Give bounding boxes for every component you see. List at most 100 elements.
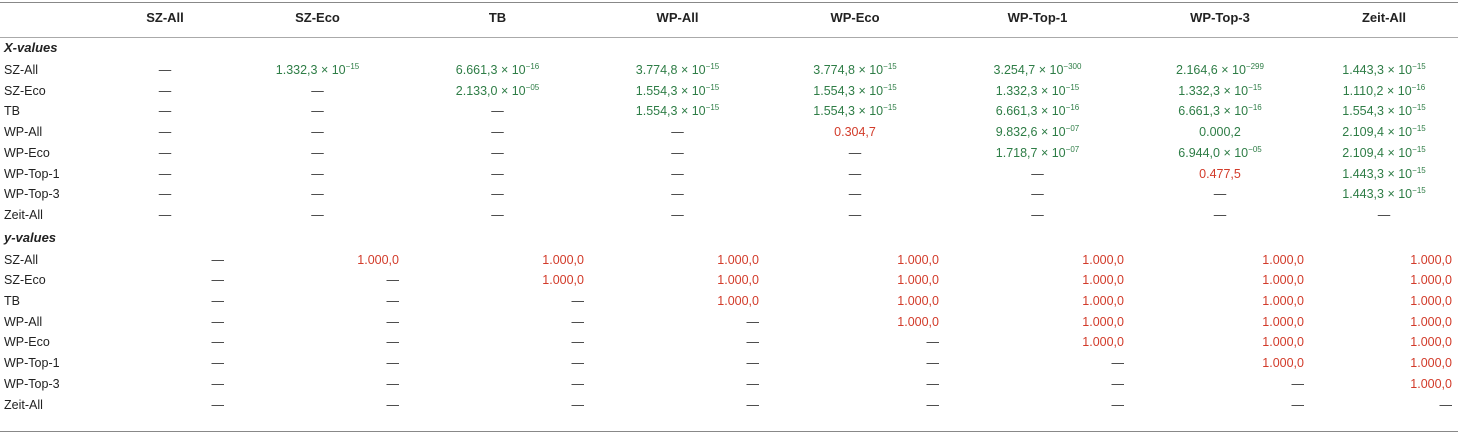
table-cell: 1.000,0: [590, 291, 765, 312]
cell-value: —: [386, 356, 400, 371]
table-cell: —: [1130, 374, 1310, 395]
table-cell: —: [405, 395, 590, 416]
table-cell: —: [945, 164, 1130, 185]
table-cell: —: [100, 270, 230, 291]
cell-value: —: [1213, 207, 1227, 222]
table-cell: 1.000,0: [1310, 291, 1458, 312]
cell-value: 1.000,0: [357, 252, 399, 267]
table-cell: 3.254,7 × 10−300: [945, 60, 1130, 81]
cell-exponent: −16: [1248, 103, 1262, 113]
table-cell: —: [945, 205, 1130, 226]
row-label: SZ-Eco: [4, 83, 46, 98]
table-cell: 1.000,0: [765, 312, 945, 333]
table-cell: —: [1130, 395, 1310, 416]
table-cell: —: [590, 143, 765, 164]
table-cell: —: [100, 101, 230, 122]
cell-exponent: −16: [1065, 103, 1080, 113]
table-cell: —: [100, 205, 230, 226]
table-cell: 1.000,0: [405, 250, 590, 271]
table-row: SZ-Eco — —2.133,0 × 10−05 1.554,3 × 10−15 1.…: [0, 81, 1458, 102]
table-cell: 1.000,0: [1310, 312, 1458, 333]
cell-value: 1.000,0: [1262, 314, 1304, 329]
cell-value: —: [158, 207, 172, 222]
table-cell: 1.554,3 × 10−15: [765, 101, 945, 122]
cell-value: —: [571, 294, 585, 309]
cell-value: —: [671, 166, 684, 181]
table-cell: 2.164,6 × 10−299: [1130, 60, 1310, 81]
cell-value: —: [491, 187, 504, 202]
cell-value: —: [1439, 397, 1453, 412]
cell-value: —: [211, 397, 225, 412]
table-cell: —: [100, 395, 230, 416]
cell-value: —: [311, 207, 324, 222]
cell-value: —: [158, 63, 172, 77]
table-cell: —: [590, 205, 765, 226]
table-row: SZ-All —1.332,3 × 10−15 6.661,3 × 10−16 3.7…: [0, 60, 1458, 81]
header-row: SZ-All SZ-Eco TB WP-All WP-Eco WP-Top-1 WP-Top…: [0, 0, 1458, 36]
cell-value: —: [386, 273, 400, 288]
table-cell: —: [1130, 205, 1310, 226]
table-cell: —: [230, 374, 405, 395]
table-row: TB — — —1.554,3 × 10−15 1.554,3 × 10−15 6.661…: [0, 101, 1458, 122]
table-cell: —: [765, 143, 945, 164]
cell-value: 1.000,0: [897, 273, 939, 288]
table-cell: —: [230, 81, 405, 102]
cell-value: 1.000,0: [1082, 335, 1124, 350]
table-cell: —: [100, 184, 230, 205]
row-label: WP-Eco: [4, 335, 50, 350]
row-label: SZ-All: [4, 63, 39, 77]
table-cell: 1.000,0: [405, 270, 590, 291]
table-cell: 1.000,0: [590, 270, 765, 291]
table-cell: 6.661,3 × 10−16: [945, 101, 1130, 122]
column-header: WP-Eco: [830, 10, 880, 25]
cell-value: 1.000,0: [1410, 294, 1452, 309]
cell-value: 9.832,6 × 10: [995, 125, 1066, 140]
table-cell: 9.832,6 × 10−07: [945, 122, 1130, 143]
table-cell: 1.000,0: [590, 250, 765, 271]
cell-value: —: [211, 356, 225, 371]
table-cell: —: [765, 205, 945, 226]
cell-value: —: [211, 252, 225, 267]
table-cell: 0.304,7: [765, 122, 945, 143]
table-cell: 1.554,3 × 10−15: [590, 81, 765, 102]
cell-exponent: −15: [1412, 62, 1426, 71]
cell-value: 1.554,3 × 10: [813, 83, 884, 98]
cell-value: 1.000,0: [1262, 252, 1304, 267]
cell-value: —: [848, 145, 862, 160]
table-cell: 6.661,3 × 10−16: [405, 60, 590, 81]
cell-value: —: [311, 166, 324, 181]
table-cell: —: [590, 122, 765, 143]
table-cell: 1.000,0: [945, 332, 1130, 353]
cell-value: —: [746, 376, 760, 391]
table-cell: —: [230, 353, 405, 374]
cell-value: 1.554,3 × 10: [635, 83, 706, 98]
table-cell: 1.443,3 × 10−15: [1310, 184, 1458, 205]
table-cell: —: [230, 205, 405, 226]
cell-value: 1.000,0: [1262, 273, 1304, 288]
cell-value: 1.000,0: [1410, 356, 1452, 371]
table-cell: 1.000,0: [945, 250, 1130, 271]
table-cell: —: [405, 184, 590, 205]
table-cell: 1.110,2 × 10−16: [1310, 81, 1458, 102]
cell-value: 6.944,0 × 10: [1178, 145, 1249, 160]
column-header: Zeit-All: [1361, 10, 1407, 25]
table-cell: 1.000,0: [945, 270, 1130, 291]
cell-value: 1.443,3 × 10: [1342, 63, 1413, 77]
table-cell: —: [1310, 395, 1458, 416]
cell-value: —: [158, 104, 172, 119]
results-table: SZ-All SZ-Eco TB WP-All WP-Eco WP-Top-1 WP-Top…: [0, 0, 1458, 416]
table-row: WP-Top-3 — — — — — — — 1.443,3 × 10−15: [0, 184, 1458, 205]
table-cell: 1.000,0: [1310, 353, 1458, 374]
table-cell: —: [230, 164, 405, 185]
table-cell: —: [765, 332, 945, 353]
cell-value: 1.000,0: [1082, 294, 1124, 309]
table-cell: 1.000,0: [1310, 332, 1458, 353]
row-label: Zeit-All: [4, 207, 43, 222]
cell-exponent: −15: [883, 103, 897, 113]
cell-exponent: −05: [525, 82, 540, 92]
cell-value: 1.000,0: [1410, 314, 1452, 329]
cell-value: 2.109,4 × 10: [1342, 125, 1413, 140]
cell-value: 1.000,0: [1082, 314, 1124, 329]
cell-exponent: −16: [525, 62, 540, 71]
